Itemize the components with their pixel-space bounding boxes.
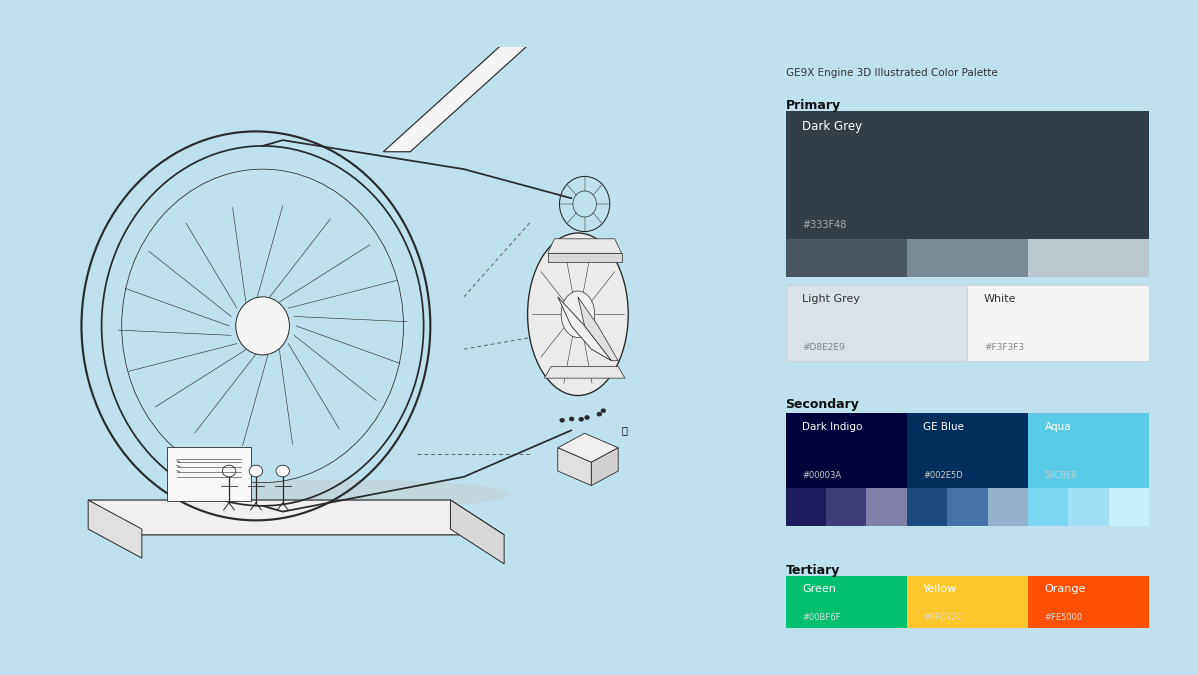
Text: White: White	[984, 294, 1016, 304]
Text: Dark Indigo: Dark Indigo	[803, 422, 863, 432]
Ellipse shape	[561, 291, 594, 338]
Text: #FE5000: #FE5000	[1045, 613, 1083, 622]
FancyBboxPatch shape	[866, 630, 907, 671]
FancyBboxPatch shape	[1109, 630, 1149, 671]
Ellipse shape	[175, 480, 510, 509]
Text: #00003A: #00003A	[803, 470, 841, 480]
Text: Green: Green	[803, 585, 836, 594]
FancyBboxPatch shape	[1028, 413, 1149, 489]
FancyBboxPatch shape	[907, 239, 1028, 277]
Text: Tertiary: Tertiary	[786, 564, 840, 577]
Ellipse shape	[236, 297, 290, 355]
Circle shape	[249, 465, 262, 477]
Text: Secondary: Secondary	[786, 398, 859, 412]
Text: GE Blue: GE Blue	[924, 422, 964, 432]
FancyBboxPatch shape	[786, 286, 968, 360]
Circle shape	[569, 410, 574, 414]
Text: #D8E2E9: #D8E2E9	[803, 343, 845, 352]
Polygon shape	[577, 297, 618, 360]
Text: 59CBE8: 59CBE8	[1045, 470, 1077, 480]
Circle shape	[223, 465, 236, 477]
FancyBboxPatch shape	[1069, 489, 1109, 526]
FancyBboxPatch shape	[1069, 630, 1109, 671]
FancyBboxPatch shape	[786, 489, 825, 526]
Text: #F3F3F3: #F3F3F3	[984, 343, 1024, 352]
Text: #FFC72C: #FFC72C	[924, 613, 962, 622]
Circle shape	[276, 465, 290, 477]
FancyBboxPatch shape	[1109, 489, 1149, 526]
FancyBboxPatch shape	[786, 239, 907, 277]
FancyBboxPatch shape	[1028, 630, 1069, 671]
FancyBboxPatch shape	[948, 489, 987, 526]
Text: Light Grey: Light Grey	[803, 294, 860, 304]
Polygon shape	[544, 367, 625, 378]
Ellipse shape	[527, 233, 628, 396]
FancyBboxPatch shape	[968, 286, 1149, 360]
Polygon shape	[89, 500, 504, 535]
FancyBboxPatch shape	[825, 630, 866, 671]
FancyBboxPatch shape	[907, 576, 1028, 630]
Text: #00BF6F: #00BF6F	[803, 613, 841, 622]
Polygon shape	[558, 433, 618, 462]
Polygon shape	[450, 500, 504, 564]
FancyBboxPatch shape	[1028, 576, 1149, 630]
Circle shape	[600, 418, 605, 423]
FancyBboxPatch shape	[987, 630, 1028, 671]
FancyBboxPatch shape	[786, 111, 1149, 239]
FancyBboxPatch shape	[907, 630, 948, 671]
Text: Dark Grey: Dark Grey	[803, 120, 863, 133]
FancyBboxPatch shape	[786, 630, 825, 671]
Circle shape	[593, 408, 599, 413]
FancyBboxPatch shape	[907, 489, 948, 526]
FancyBboxPatch shape	[987, 489, 1028, 526]
Polygon shape	[547, 253, 622, 262]
Circle shape	[565, 416, 570, 421]
Text: Orange: Orange	[1045, 585, 1085, 594]
Text: Primary: Primary	[786, 99, 841, 113]
FancyBboxPatch shape	[948, 630, 987, 671]
FancyBboxPatch shape	[907, 413, 1028, 489]
FancyBboxPatch shape	[825, 489, 866, 526]
Text: Yellow: Yellow	[924, 585, 957, 594]
Text: #002E5D: #002E5D	[924, 470, 963, 480]
Text: #333F48: #333F48	[803, 220, 847, 230]
Polygon shape	[558, 297, 611, 360]
FancyBboxPatch shape	[866, 489, 907, 526]
Text: GE9X Engine 3D Illustrated Color Palette: GE9X Engine 3D Illustrated Color Palette	[786, 68, 997, 78]
FancyBboxPatch shape	[1028, 239, 1149, 277]
FancyBboxPatch shape	[168, 447, 250, 502]
Circle shape	[575, 412, 580, 417]
FancyBboxPatch shape	[1028, 489, 1069, 526]
Polygon shape	[383, 18, 558, 152]
Text: Aqua: Aqua	[1045, 422, 1071, 432]
Polygon shape	[592, 448, 618, 485]
Polygon shape	[89, 500, 141, 558]
Polygon shape	[558, 448, 592, 485]
Polygon shape	[547, 239, 622, 253]
Text: 👍: 👍	[622, 425, 628, 435]
Circle shape	[589, 419, 594, 424]
FancyBboxPatch shape	[786, 576, 907, 630]
FancyBboxPatch shape	[786, 413, 907, 489]
